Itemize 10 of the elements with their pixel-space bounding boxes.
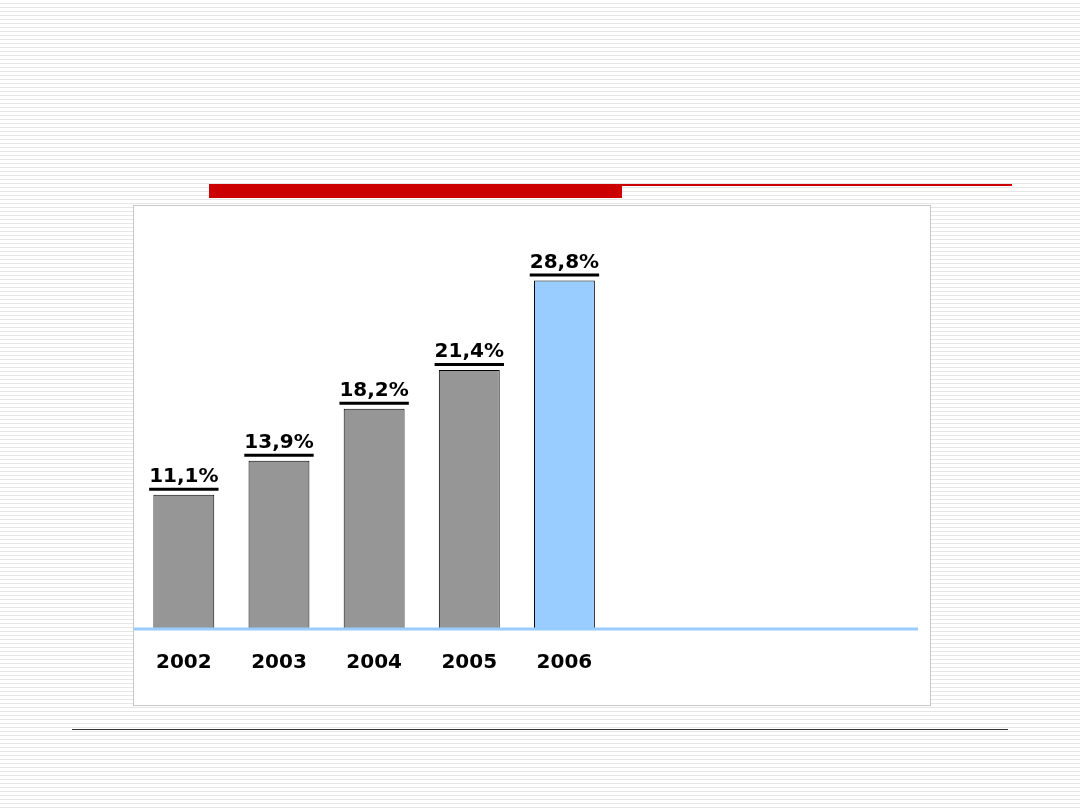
x-tick-label: 2003 bbox=[251, 649, 307, 674]
x-tick-label: 2002 bbox=[156, 649, 212, 674]
data-label: 11,1% bbox=[149, 462, 219, 487]
data-label: 13,9% bbox=[244, 429, 314, 454]
data-label: 28,8% bbox=[529, 248, 600, 273]
data-label: 21,4% bbox=[434, 338, 504, 363]
x-tick-label: 2004 bbox=[346, 649, 402, 674]
x-tick-label: 2006 bbox=[536, 649, 593, 674]
data-label: 18,2% bbox=[339, 376, 409, 401]
x-tick-label: 2005 bbox=[441, 649, 498, 674]
